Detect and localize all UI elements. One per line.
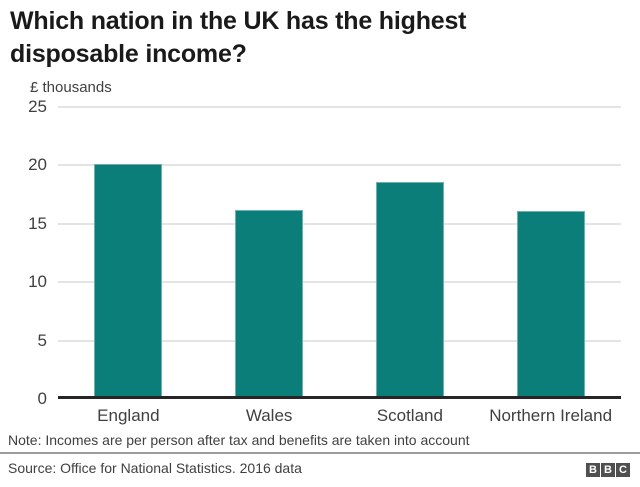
x-label-northern-ireland: Northern Ireland	[489, 406, 613, 425]
gridline-5	[58, 339, 621, 342]
bar-england	[94, 163, 163, 396]
footer-divider	[0, 452, 640, 454]
y-tick-label-15: 15	[28, 213, 47, 233]
gridline-20	[58, 164, 621, 167]
bar-scotland	[375, 182, 444, 396]
y-axis-unit-label: £ thousands	[30, 79, 112, 96]
y-tick-label-5: 5	[37, 330, 47, 350]
bbc-logo: B B C	[586, 463, 630, 477]
footnote: Note: Incomes are per person after tax a…	[8, 432, 470, 448]
bar-northern-ireland	[516, 211, 585, 396]
bbc-logo-block-1: B	[586, 463, 600, 477]
plot-area	[58, 106, 621, 399]
x-label-wales: Wales	[245, 406, 293, 425]
bbc-logo-block-2: B	[601, 463, 615, 477]
gridline-25	[58, 106, 621, 108]
chart-title: Which nation in the UK has the highest d…	[10, 7, 467, 68]
gridline-10	[58, 281, 621, 284]
x-label-scotland: Scotland	[376, 406, 443, 425]
bbc-logo-block-3: C	[616, 463, 630, 477]
y-tick-label-25: 25	[28, 97, 47, 116]
gridline-15	[58, 222, 621, 225]
x-label-england: England	[97, 406, 160, 425]
y-tick-label-10: 10	[28, 272, 47, 292]
x-axis-category-labels: England Wales Scotland Northern Ireland	[58, 406, 621, 428]
bar-wales	[235, 210, 304, 396]
source-credit: Source: Office for National Statistics. …	[8, 460, 302, 476]
y-axis-tick-labels: 0 5 10 15 20 25	[0, 97, 47, 408]
y-tick-label-0: 0	[37, 389, 47, 408]
y-tick-label-20: 20	[28, 155, 47, 175]
